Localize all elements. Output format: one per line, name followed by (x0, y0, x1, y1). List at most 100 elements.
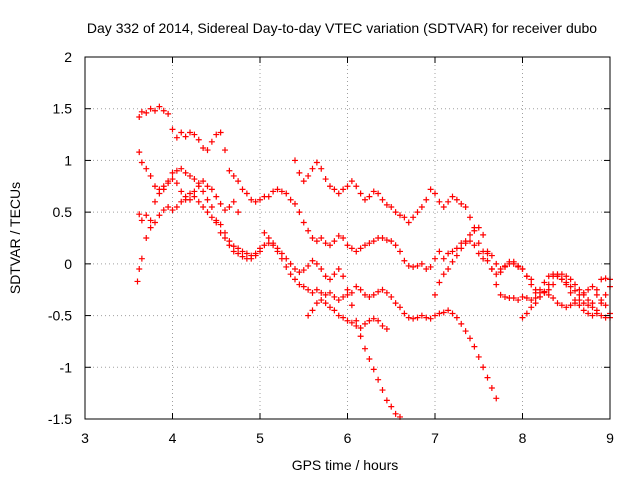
data-point (344, 242, 351, 249)
data-point (423, 196, 430, 203)
data-point (322, 300, 329, 307)
data-point (515, 262, 522, 269)
data-point (576, 302, 583, 309)
data-point (331, 271, 338, 278)
data-point (445, 307, 452, 314)
data-point (370, 188, 377, 195)
data-point (545, 286, 552, 293)
data-point (528, 304, 535, 311)
data-point (467, 335, 473, 342)
data-point (160, 107, 167, 114)
data-point (458, 200, 465, 207)
data-point (230, 198, 237, 205)
data-point (532, 289, 539, 296)
x-tick-label: 9 (606, 430, 614, 446)
data-point (510, 258, 517, 265)
data-point (432, 255, 438, 262)
data-point (388, 203, 395, 210)
data-point (322, 273, 329, 280)
data-point (169, 126, 176, 133)
data-point (305, 286, 312, 293)
data-point (309, 165, 316, 172)
data-point (322, 176, 329, 183)
data-point (261, 242, 268, 249)
data-point (480, 364, 487, 371)
series-track-8 (519, 271, 613, 321)
data-point (313, 286, 320, 293)
axis-ticks (84, 56, 611, 420)
data-point (136, 113, 143, 120)
data-point (567, 283, 574, 290)
data-point (230, 172, 237, 179)
x-tick-label: 4 (169, 430, 177, 446)
data-point (283, 255, 290, 262)
data-point (222, 207, 228, 214)
data-point (488, 266, 495, 273)
data-point (160, 183, 167, 190)
data-point (593, 286, 600, 293)
data-point (182, 169, 189, 176)
data-point (191, 188, 198, 195)
series-track-2 (292, 157, 613, 321)
data-point (138, 255, 145, 262)
data-point (537, 293, 543, 300)
data-point (585, 302, 592, 309)
data-point (357, 190, 364, 197)
data-point (257, 245, 263, 252)
data-point (344, 291, 351, 298)
data-point (432, 190, 438, 197)
data-point (423, 314, 430, 321)
data-point (506, 260, 513, 267)
data-point (598, 276, 605, 283)
data-point (169, 176, 176, 183)
data-point (191, 131, 198, 138)
data-point (585, 297, 592, 304)
data-point (401, 310, 408, 317)
data-point (222, 147, 228, 154)
series-track-5 (136, 165, 242, 224)
data-point (156, 103, 163, 110)
data-point (593, 291, 600, 298)
data-point (484, 257, 491, 264)
data-point (252, 250, 259, 257)
data-point (462, 240, 469, 247)
data-point (287, 260, 294, 267)
data-point (502, 262, 508, 269)
data-point (287, 271, 294, 278)
data-point (598, 300, 605, 307)
data-point (230, 243, 237, 250)
data-point (484, 248, 491, 255)
data-point (602, 302, 609, 309)
data-point (580, 289, 587, 296)
data-point (173, 167, 180, 174)
data-point (178, 188, 185, 195)
data-point (563, 304, 570, 311)
data-point (572, 287, 578, 294)
data-point (572, 281, 578, 288)
data-point (567, 289, 574, 296)
data-point (453, 196, 460, 203)
data-point (545, 281, 552, 288)
data-point (340, 235, 347, 241)
data-point (195, 136, 202, 143)
data-point (357, 245, 364, 252)
data-point (160, 207, 167, 214)
data-point (235, 250, 242, 257)
data-point (348, 178, 355, 185)
data-point (243, 250, 250, 257)
data-point (348, 302, 355, 309)
data-point (541, 288, 548, 295)
data-point (313, 260, 320, 267)
data-point (480, 231, 487, 238)
data-point (414, 262, 421, 269)
data-point (397, 248, 403, 255)
data-point (405, 219, 412, 226)
data-point (187, 129, 193, 136)
data-point (335, 297, 342, 304)
data-point (335, 312, 342, 319)
data-point (318, 297, 325, 304)
data-point (602, 291, 609, 298)
data-point (375, 190, 382, 197)
data-point (300, 267, 307, 274)
